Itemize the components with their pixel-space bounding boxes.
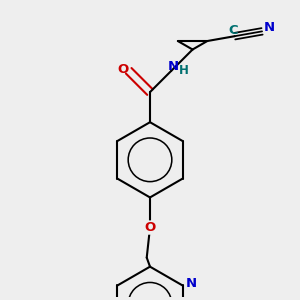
Text: N: N (186, 277, 197, 290)
Text: C: C (228, 24, 238, 37)
Text: O: O (117, 63, 128, 76)
Text: O: O (144, 221, 156, 234)
Text: H: H (179, 64, 189, 77)
Text: N: N (167, 60, 178, 74)
Text: N: N (264, 21, 275, 34)
